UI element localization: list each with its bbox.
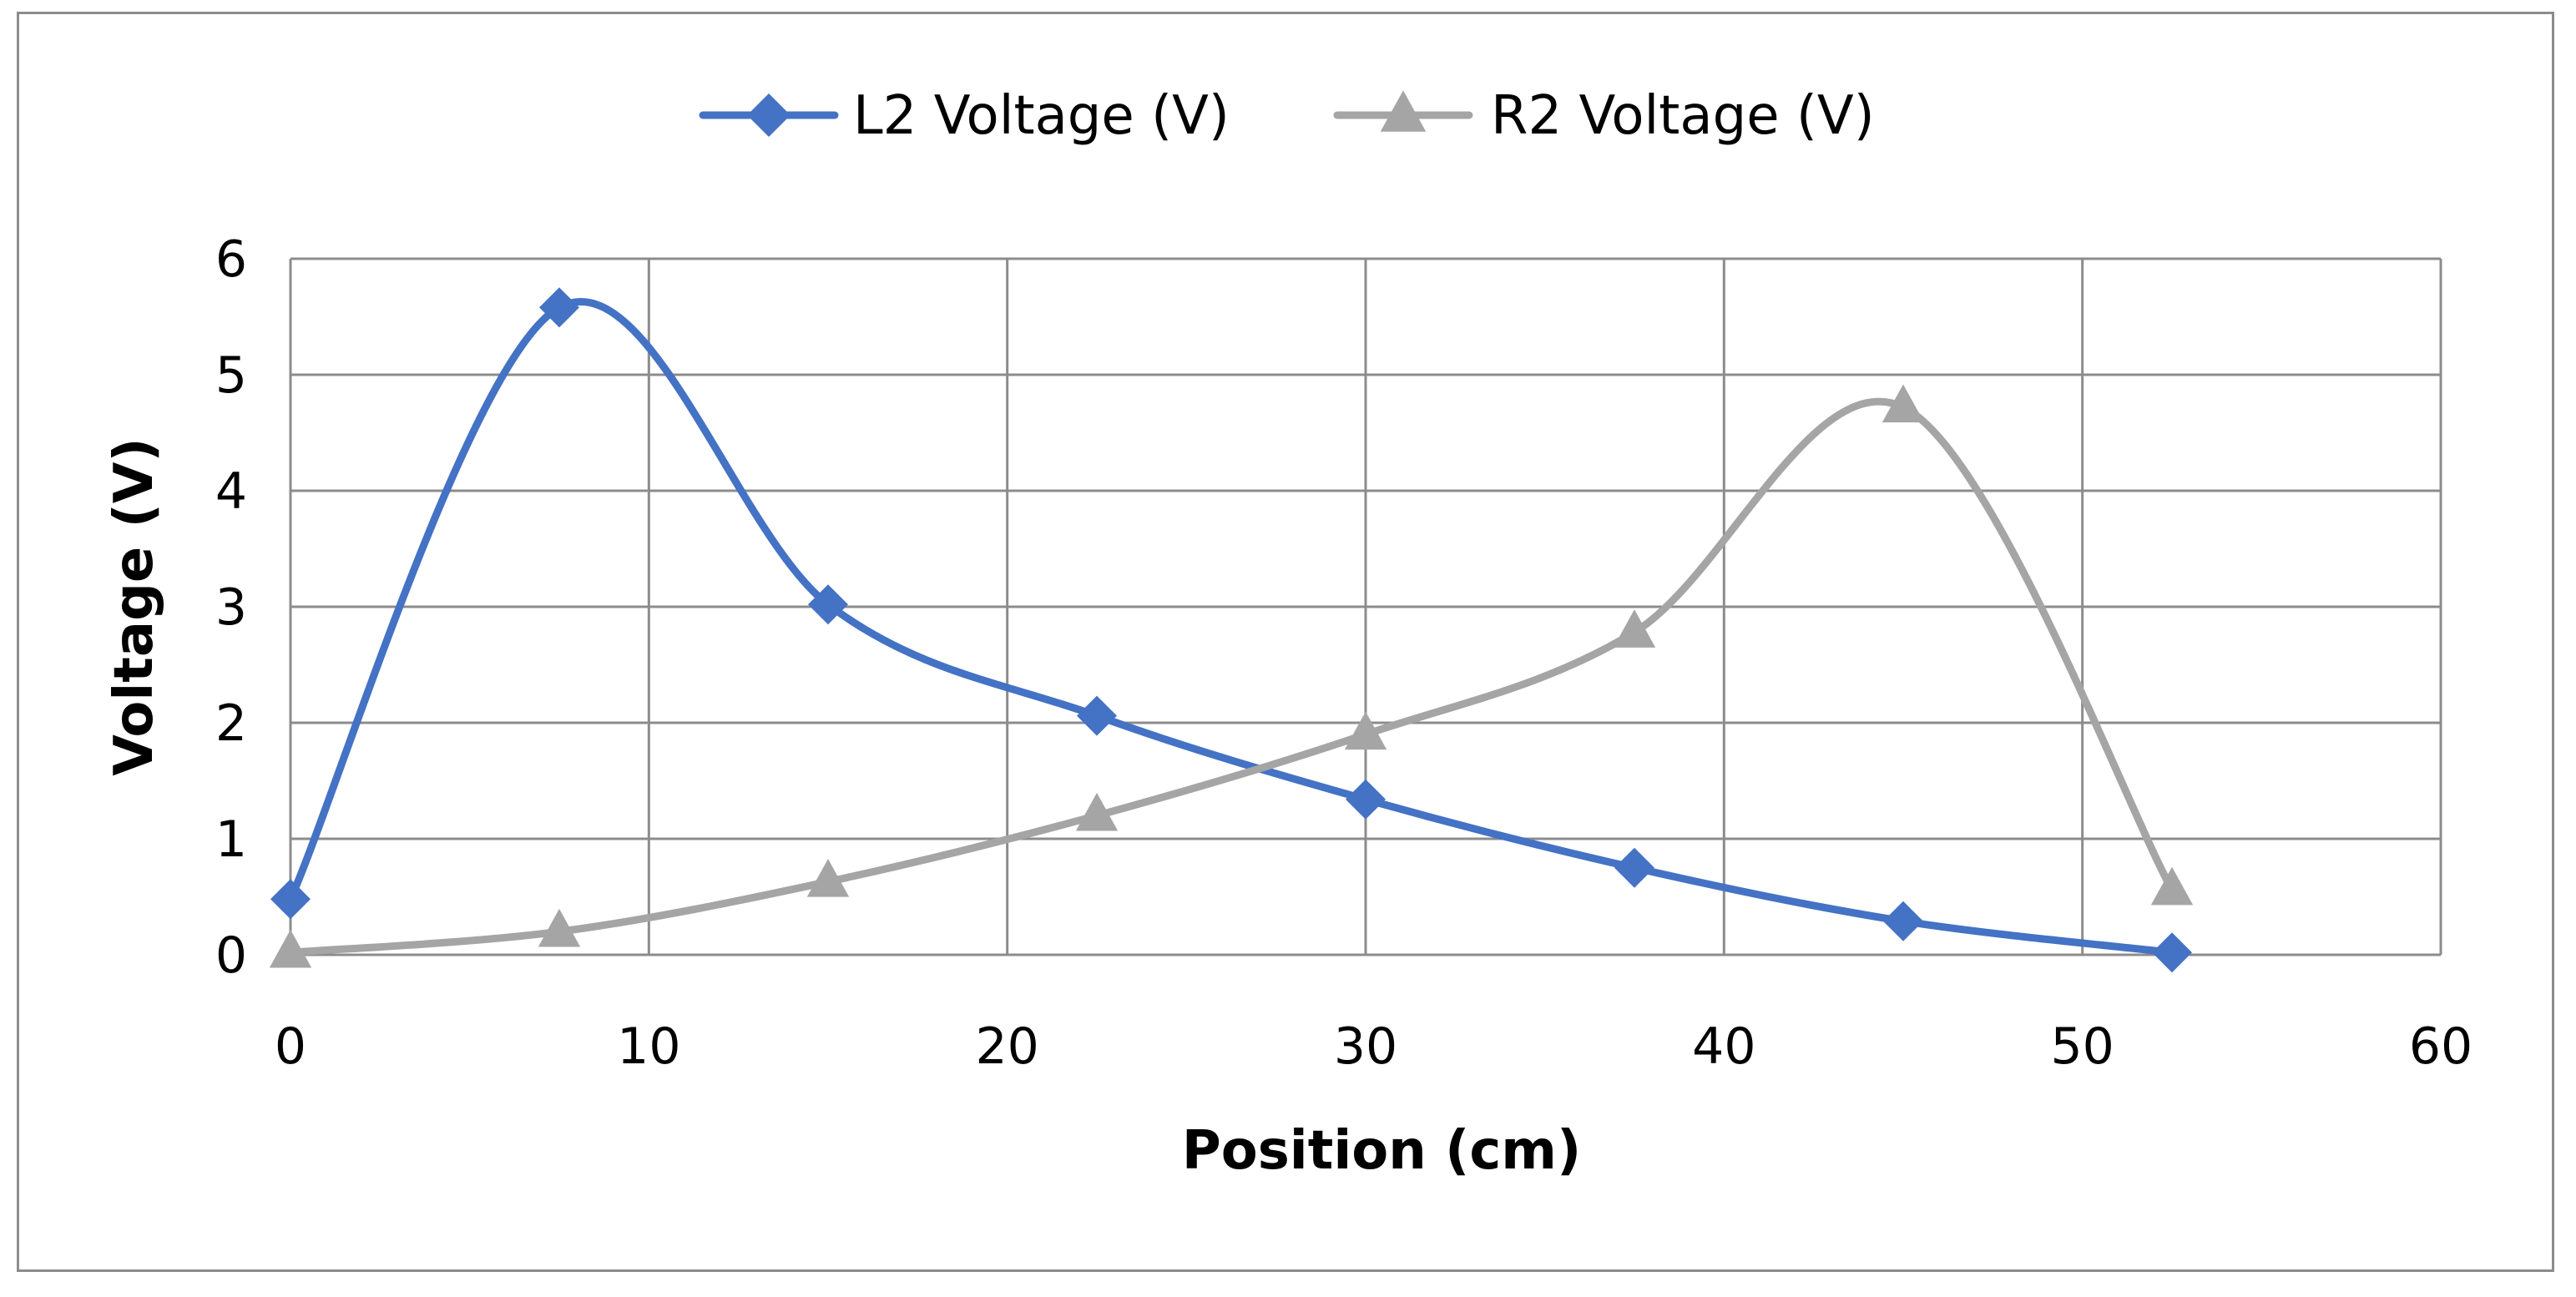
y-tick-label: 5	[215, 346, 247, 405]
l2-voltage-line	[286, 297, 2176, 956]
y-tick-label: 0	[215, 926, 247, 985]
chart-frame	[17, 12, 2554, 1272]
r2-voltage-point	[1344, 711, 1387, 750]
legend-l2-label: L2 Voltage (V)	[853, 85, 1230, 147]
gridlines	[289, 257, 2442, 956]
r2-voltage-point	[1613, 609, 1656, 648]
l2-voltage-point	[808, 584, 848, 625]
y-tick-label: 1	[215, 810, 247, 869]
r2-voltage-line	[286, 397, 2176, 956]
x-axis-tick-labels: 0 10 20 30 40 50 60	[275, 1017, 2472, 1076]
l2-voltage-point	[1077, 695, 1117, 736]
r2-voltage-point	[2150, 866, 2194, 906]
l2-voltage-point	[2152, 932, 2192, 973]
l2-voltage-point	[1883, 901, 1923, 941]
l2-voltage-point	[270, 879, 311, 920]
x-tick-label: 30	[1334, 1017, 1397, 1076]
legend: L2 Voltage (V) R2 Voltage (V)	[699, 85, 1875, 147]
x-axis-title: Position (cm)	[1182, 1120, 1581, 1182]
x-tick-label: 10	[617, 1017, 680, 1076]
x-tick-label: 0	[275, 1017, 306, 1076]
y-tick-label: 6	[215, 230, 247, 289]
r2-voltage-point	[1881, 384, 1925, 423]
r2-voltage-point	[806, 859, 850, 897]
l2-voltage-point	[1346, 779, 1386, 820]
y-axis-tick-labels: 0 1 2 3 4 5 6	[215, 230, 247, 985]
legend-l2-marker	[747, 93, 790, 137]
r2-voltage-point	[538, 908, 581, 947]
series-lines	[286, 297, 2176, 956]
r2-voltage-point	[269, 929, 312, 968]
x-tick-label: 20	[975, 1017, 1038, 1076]
series-markers	[269, 287, 2194, 973]
y-tick-label: 2	[215, 694, 247, 753]
x-tick-label: 40	[1692, 1017, 1755, 1076]
legend-r2-marker	[1380, 90, 1427, 132]
y-tick-label: 3	[215, 578, 247, 637]
l2-voltage-point	[1614, 847, 1654, 888]
x-tick-label: 50	[2050, 1017, 2114, 1076]
x-tick-label: 60	[2409, 1017, 2472, 1076]
y-tick-label: 4	[215, 462, 247, 521]
r2-voltage-point	[1075, 792, 1119, 831]
legend-r2-label: R2 Voltage (V)	[1491, 85, 1875, 147]
y-axis-title: Voltage (V)	[104, 437, 165, 775]
l2-voltage-point	[539, 287, 579, 328]
